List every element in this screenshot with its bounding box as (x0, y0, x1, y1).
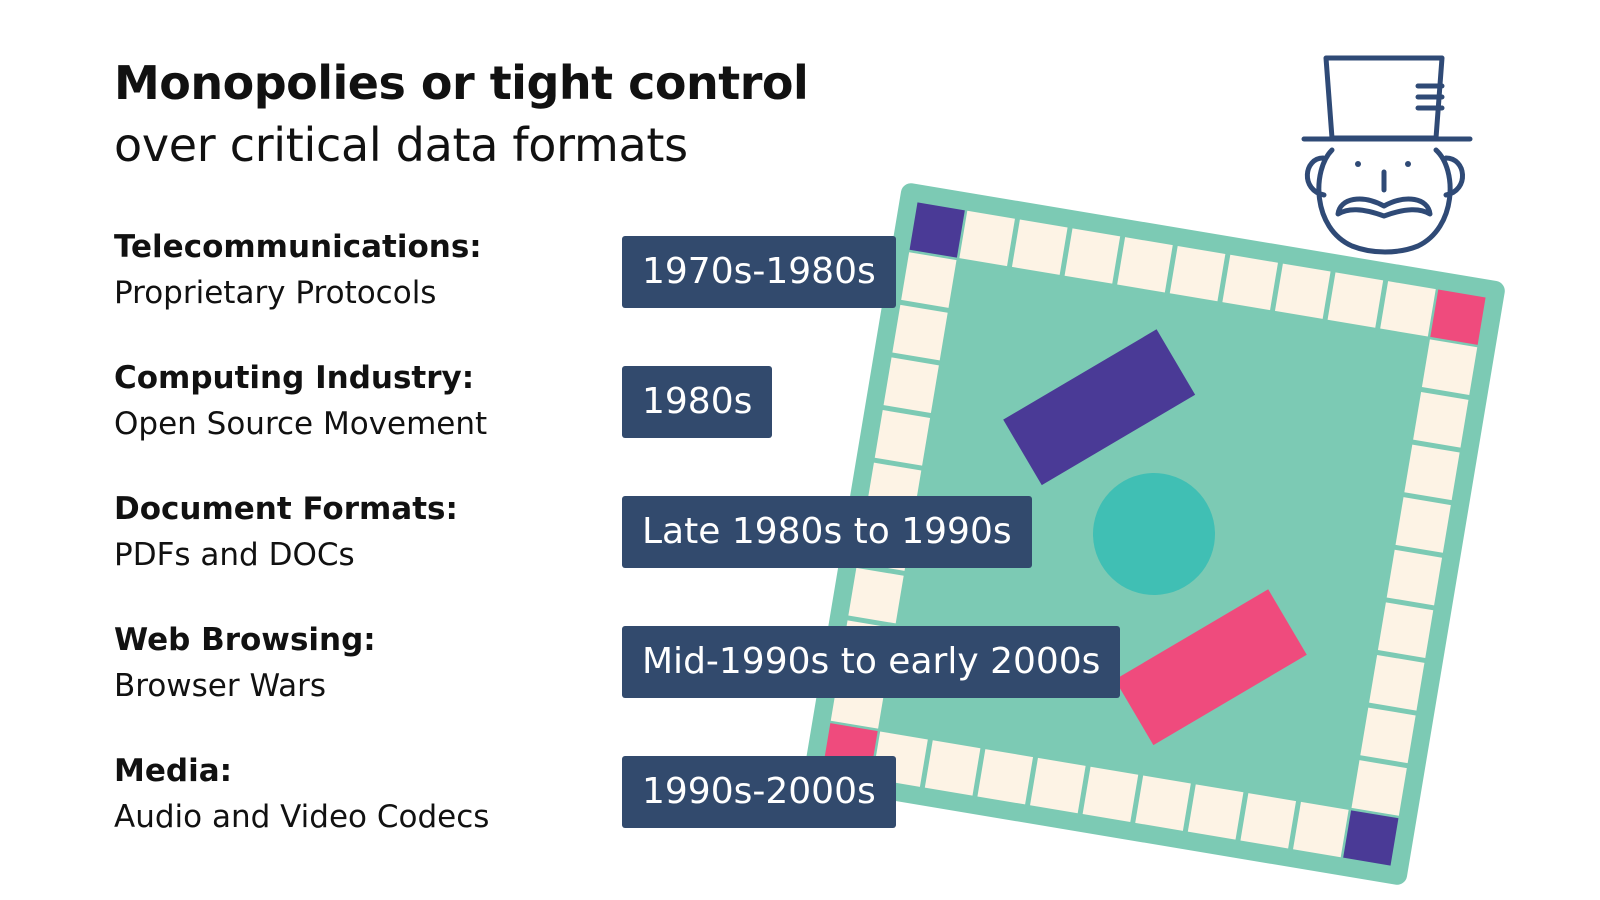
board-tile (1377, 602, 1434, 658)
item-heading: Web Browsing: (114, 622, 376, 658)
item-heading: Telecommunications: (114, 229, 482, 265)
page-title: Monopolies or tight control (114, 56, 809, 110)
period-badge: Late 1980s to 1990s (622, 496, 1032, 568)
board-tile (883, 357, 939, 414)
board-tile (1135, 775, 1191, 831)
list-item-computing: Computing Industry: Open Source Movement (114, 355, 487, 447)
page-subtitle: over critical data formats (114, 118, 688, 172)
title-block: Monopolies or tight control over critica… (114, 52, 809, 176)
item-description: PDFs and DOCs (114, 537, 355, 573)
item-heading: Computing Industry: (114, 360, 475, 396)
board-center-circle (1093, 473, 1215, 595)
board-tile (1117, 237, 1173, 293)
period-badge: 1970s-1980s (622, 236, 896, 308)
board-tile (1187, 784, 1244, 840)
board-tile (1011, 219, 1068, 275)
period-badge: 1990s-2000s (622, 756, 896, 828)
board-tile (1360, 707, 1416, 764)
item-description: Browser Wars (114, 668, 327, 704)
board-tile (1351, 760, 1407, 816)
board-tile (977, 749, 1034, 805)
board-tile (1343, 810, 1399, 866)
board-tile (1386, 549, 1443, 606)
list-item-telecommunications: Telecommunications: Proprietary Protocol… (114, 224, 482, 316)
board-tile (959, 210, 1015, 267)
board-tile (1369, 654, 1425, 711)
board-tile (1030, 757, 1086, 814)
board-tile (924, 740, 981, 796)
board-card-purple (1003, 329, 1196, 486)
list-item-media: Media: Audio and Video Codecs (114, 748, 489, 840)
period-badge: Mid-1990s to early 2000s (622, 626, 1121, 698)
board-tile (1082, 766, 1139, 823)
board-tile (1064, 228, 1121, 284)
board-tile (1413, 391, 1469, 448)
board-tile (1380, 281, 1436, 337)
board-tile (1240, 793, 1297, 849)
item-description: Audio and Video Codecs (114, 799, 490, 835)
board-tile (1327, 272, 1384, 328)
board-tile (892, 304, 948, 361)
item-heading: Media: (114, 753, 233, 789)
list-item-web: Web Browsing: Browser Wars (114, 617, 376, 709)
board-tile (1293, 801, 1349, 858)
board-tile (1169, 245, 1226, 302)
board-tile (1222, 254, 1278, 311)
top-hat-mustache-icon (1301, 55, 1473, 255)
board-tile (874, 410, 931, 466)
board-card-pink (1114, 589, 1307, 746)
board-tile (1274, 263, 1331, 319)
board-tile (848, 567, 904, 624)
board-tile (1395, 497, 1451, 553)
board-tile (909, 202, 965, 258)
period-badge: 1980s (622, 366, 773, 438)
item-heading: Document Formats: (114, 491, 458, 527)
board-tile (901, 252, 957, 308)
item-description: Open Source Movement (114, 406, 488, 442)
list-item-documents: Document Formats: PDFs and DOCs (114, 486, 458, 578)
board-tile (1430, 289, 1486, 345)
board-tile (1421, 339, 1478, 395)
board-game-icon (803, 183, 1505, 885)
board-tile (1404, 444, 1460, 501)
item-description: Proprietary Protocols (114, 275, 437, 311)
